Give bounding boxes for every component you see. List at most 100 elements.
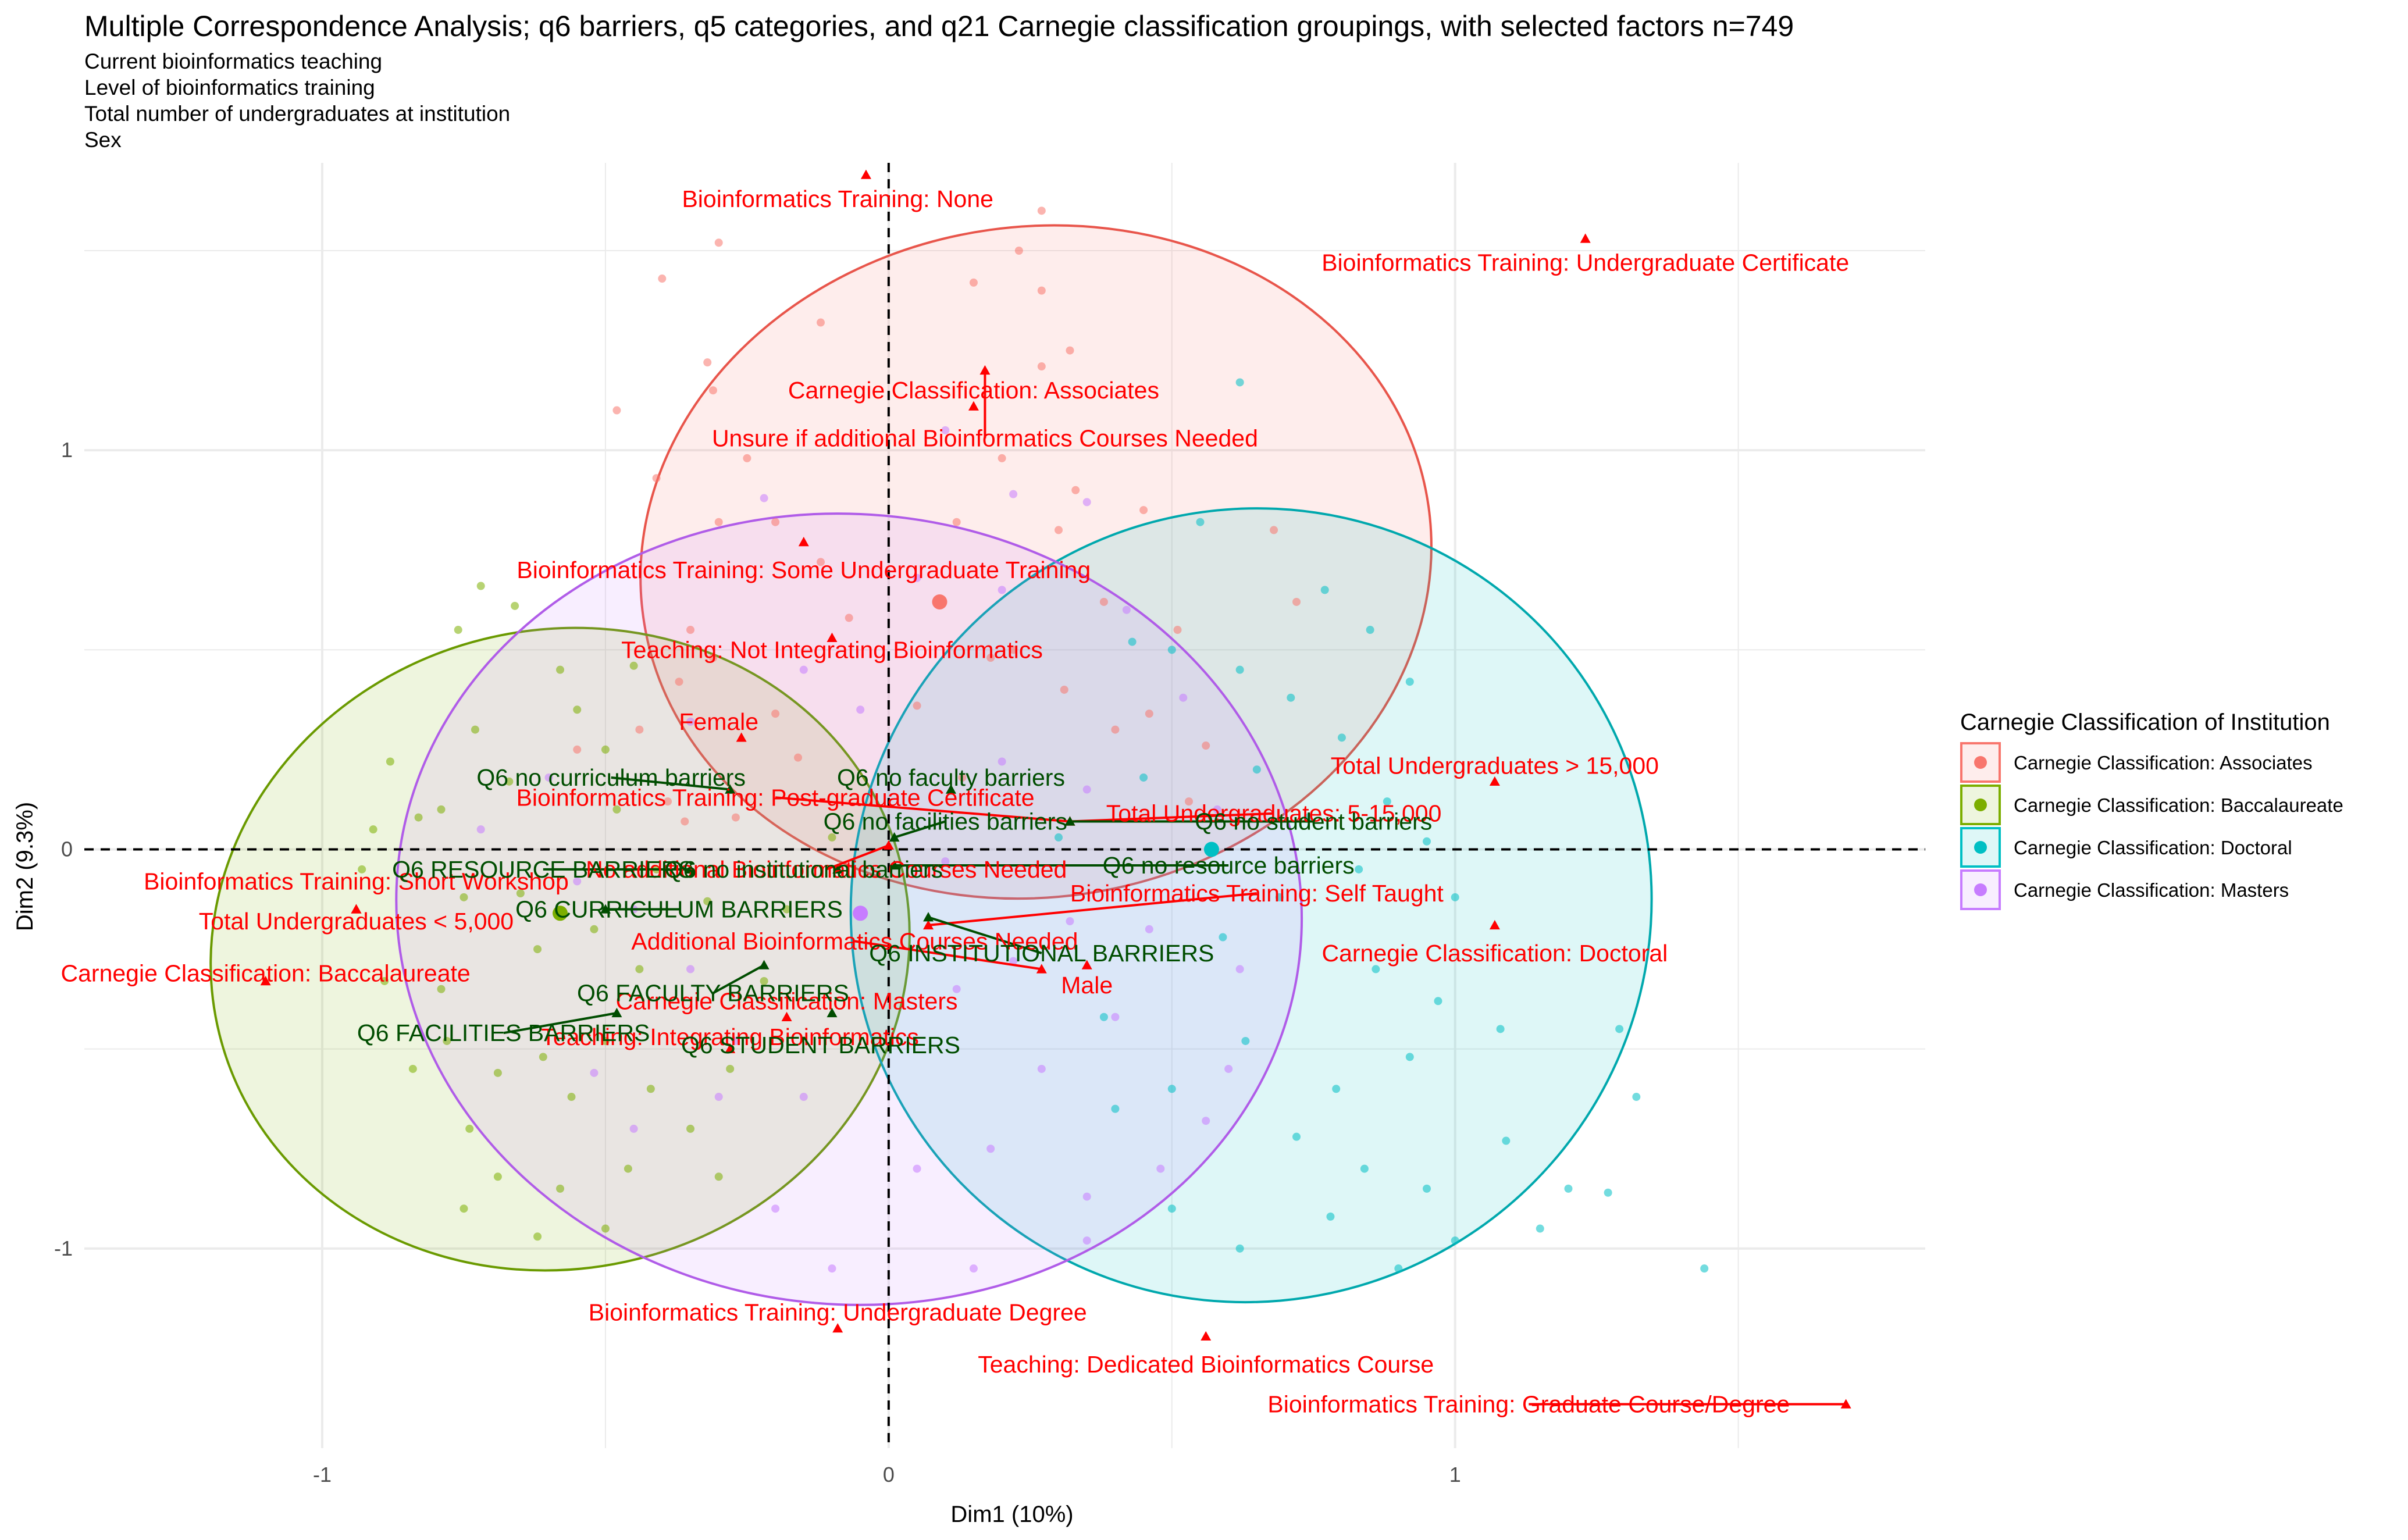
point-group-1	[380, 976, 389, 985]
supp-marker-34	[827, 1007, 838, 1018]
point-group-1	[601, 1224, 610, 1233]
ellipse-group-0	[639, 224, 1433, 900]
point-group-0	[771, 710, 780, 718]
supp-marker-4	[798, 537, 809, 547]
supp-label-31: Q6 INSTITUTIONAL BARRIERS	[869, 940, 1214, 967]
supp-marker-7	[1489, 776, 1500, 786]
supp-label-3: Unsure if additional Bioinformatics Cour…	[712, 425, 1258, 452]
connector-15	[854, 940, 1042, 971]
point-group-1	[414, 813, 423, 822]
point-group-2	[1394, 1264, 1403, 1273]
point-group-0	[845, 614, 853, 622]
point-group-0	[1173, 626, 1182, 634]
point-group-3	[1235, 965, 1244, 974]
point-group-0	[958, 773, 967, 782]
point-group-1	[454, 626, 462, 634]
supp-label-25: Q6 no facilities barriers	[824, 808, 1067, 835]
ellipse-group-2	[849, 507, 1653, 1304]
point-group-0	[1139, 506, 1148, 515]
point-group-1	[437, 805, 446, 814]
connector-32	[713, 964, 765, 994]
point-group-0	[664, 797, 672, 806]
point-group-3	[731, 1036, 740, 1045]
point-group-2	[1167, 646, 1176, 654]
point-group-0	[612, 406, 621, 415]
point-group-0	[1292, 597, 1301, 606]
point-group-3	[1111, 1013, 1120, 1021]
point-group-1	[493, 1172, 502, 1181]
supp-label-13: Bioinformatics Training: Self Taught	[1070, 880, 1444, 907]
point-group-2	[1383, 797, 1391, 806]
y-tick-label: -1	[54, 1236, 73, 1260]
point-group-3	[913, 573, 921, 582]
point-group-0	[1009, 646, 1018, 654]
point-group-3	[1037, 1064, 1046, 1073]
point-group-2	[1196, 518, 1205, 526]
legend-entries: Carnegie Classification: Associates Carne…	[1960, 742, 2343, 910]
supp-label-20: Bioinformatics Training: Undergraduate D…	[589, 1299, 1087, 1326]
point-group-3	[1156, 1164, 1165, 1173]
legend-key-0	[1960, 742, 2001, 783]
point-group-0	[998, 454, 1006, 462]
point-group-1	[629, 661, 638, 670]
point-group-2	[1632, 1093, 1641, 1101]
supp-label-23: Q6 no curriculum barriers	[476, 764, 746, 791]
point-group-0	[1055, 526, 1063, 534]
supp-marker-29	[832, 864, 843, 874]
point-group-0	[708, 654, 717, 662]
supp-label-17: Carnegie Classification: Baccalaureate	[61, 960, 471, 986]
connector-9	[1070, 812, 1274, 823]
chart-subtitle-2: Level of bioinformatics training	[84, 76, 375, 99]
point-group-0	[652, 474, 661, 483]
point-group-1	[516, 889, 525, 897]
point-group-0	[714, 518, 723, 526]
supp-marker-10	[883, 840, 894, 850]
point-group-1	[511, 601, 519, 610]
supp-marker-24	[945, 784, 956, 794]
legend-label-2: Carnegie Classification: Doctoral	[2014, 837, 2292, 858]
point-group-0	[743, 454, 751, 462]
point-group-2	[1405, 1053, 1414, 1061]
point-group-2	[1139, 773, 1148, 782]
connector-10	[826, 844, 889, 871]
supp-marker-25	[889, 832, 900, 842]
connector-8	[775, 796, 1070, 823]
supp-label-34: Q6 STUDENT BARRIERS	[681, 1032, 960, 1058]
point-group-3	[476, 825, 485, 834]
x-tick-label: 0	[883, 1463, 895, 1486]
point-group-1	[556, 1184, 565, 1193]
point-group-0	[708, 386, 717, 395]
point-group-0	[703, 358, 712, 367]
point-group-3	[686, 717, 695, 726]
chart-subtitle-3: Total number of undergraduates at instit…	[84, 102, 510, 126]
point-group-1	[726, 1064, 735, 1073]
supp-marker-22	[1840, 1399, 1851, 1409]
point-group-2	[1167, 1085, 1176, 1093]
point-group-3	[1082, 1236, 1091, 1245]
legend-title: Carnegie Classification of Institution	[1960, 710, 2330, 735]
point-group-0	[1270, 526, 1278, 534]
mean-group-1	[553, 906, 568, 921]
point-group-2	[1451, 1236, 1459, 1245]
point-group-1	[459, 893, 468, 901]
connector-33	[503, 1011, 617, 1035]
supp-marker-27	[889, 860, 900, 870]
supp-marker-28	[685, 864, 696, 874]
connector-23	[611, 776, 731, 791]
legend-label-3: Carnegie Classification: Masters	[2014, 879, 2289, 901]
supp-label-2: Carnegie Classification: Associates	[788, 377, 1159, 404]
supp-marker-16	[1081, 960, 1092, 969]
individual-points	[358, 206, 1709, 1273]
supp-label-1: Bioinformatics Training: Undergraduate C…	[1321, 249, 1849, 276]
point-group-1	[703, 897, 712, 906]
supplementary-markers	[260, 169, 1851, 1409]
point-group-0	[1185, 797, 1193, 806]
point-group-2	[1099, 1013, 1108, 1021]
point-group-2	[1111, 1104, 1120, 1113]
label-connectors	[503, 370, 1846, 1406]
supp-label-12: Total Undergraduates < 5,000	[199, 908, 514, 935]
point-group-2	[1235, 665, 1244, 674]
supp-label-33: Q6 FACILITIES BARRIERS	[357, 1019, 650, 1046]
point-group-3	[573, 877, 582, 886]
